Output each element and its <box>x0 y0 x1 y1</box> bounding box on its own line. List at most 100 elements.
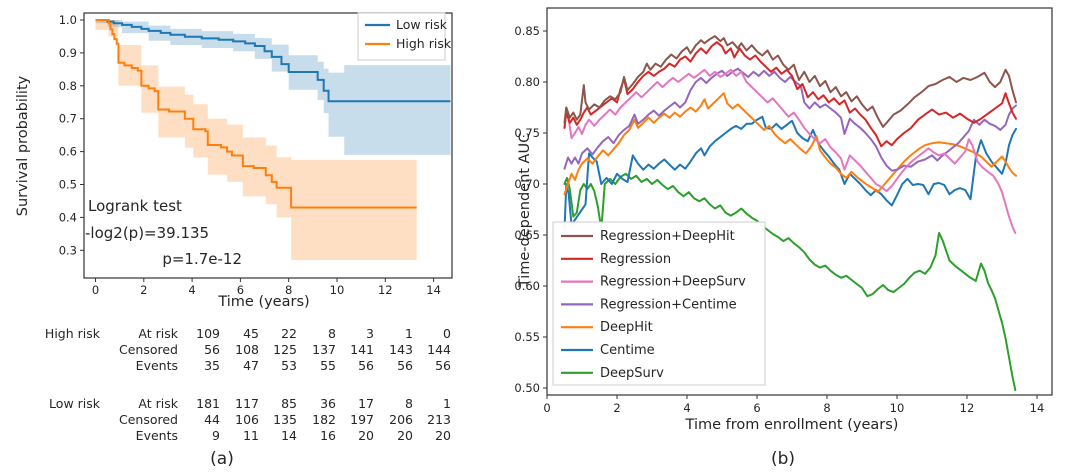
y-tick-label: 0.50 <box>514 381 540 395</box>
risk-row-label: Events <box>136 358 178 373</box>
ci-band-high-risk <box>95 20 417 261</box>
risk-count: 125 <box>273 342 297 357</box>
risk-row-label: Censored <box>119 342 178 357</box>
caption-a: (a) <box>210 449 234 469</box>
logrank-annotation-line3: p=1.7e-12 <box>162 250 242 268</box>
risk-count: 144 <box>427 342 451 357</box>
auc-xlabel: Time from enrollment (years) <box>685 417 899 433</box>
legend-label: Regression+DeepHit <box>600 229 735 244</box>
risk-count: 181 <box>196 396 220 411</box>
x-tick-label: 10 <box>330 283 345 297</box>
risk-count: 9 <box>212 428 220 443</box>
auc-curve-regression-deephit <box>563 35 1017 128</box>
ci-band-low-risk <box>95 20 451 155</box>
y-tick-label: 0.55 <box>514 330 540 344</box>
legend-label: Regression+Centime <box>600 297 737 312</box>
caption-b: (b) <box>771 449 795 469</box>
risk-group-label: High risk <box>45 326 101 341</box>
y-tick-label: 0.3 <box>59 243 77 257</box>
legend-frame <box>552 221 766 386</box>
risk-count: 1 <box>443 396 451 411</box>
legend-label: High risk <box>396 36 452 51</box>
auc-curves <box>563 35 1017 391</box>
risk-count: 109 <box>196 326 220 341</box>
logrank-annotation-line1: Logrank test <box>88 197 182 215</box>
x-tick-label: 6 <box>237 283 244 297</box>
risk-count: 22 <box>281 326 297 341</box>
x-tick-label: 2 <box>140 283 147 297</box>
risk-count: 135 <box>273 412 297 427</box>
legend-frame <box>357 12 446 61</box>
legend-label: Regression <box>600 252 671 267</box>
risk-count: 106 <box>235 412 259 427</box>
legend-label: DeepHit <box>600 320 653 335</box>
logrank-annotation-line2: -log2(p)=39.135 <box>85 224 209 242</box>
y-tick-label: 0.80 <box>514 75 540 89</box>
risk-count: 55 <box>320 358 336 373</box>
risk-count: 3 <box>366 326 374 341</box>
y-tick-label: 0.7 <box>59 112 77 126</box>
risk-count: 206 <box>389 412 413 427</box>
auc-curve-regression-deepsurv <box>563 68 1017 234</box>
risk-count: 117 <box>235 396 259 411</box>
y-tick-label: 0.5 <box>59 178 77 192</box>
risk-count: 36 <box>320 396 336 411</box>
y-tick-label: 0.9 <box>59 46 77 60</box>
x-tick-label: 14 <box>426 283 441 297</box>
y-tick-label: 0.60 <box>514 279 540 293</box>
risk-count: 8 <box>405 396 413 411</box>
legend-label: DeepSurv <box>600 366 664 381</box>
risk-count: 182 <box>312 412 336 427</box>
risk-count: 20 <box>358 428 374 443</box>
km-curve-high-risk <box>95 19 417 209</box>
risk-row-label: Censored <box>119 412 178 427</box>
x-tick-label: 12 <box>960 401 975 415</box>
risk-count: 197 <box>350 412 374 427</box>
x-tick-label: 12 <box>378 283 393 297</box>
risk-count: 143 <box>389 342 413 357</box>
auc-curve-deepsurv <box>563 172 1017 391</box>
x-tick-label: 6 <box>753 401 760 415</box>
risk-count: 53 <box>281 358 297 373</box>
risk-count: 47 <box>243 358 259 373</box>
km-ylabel: Survival probability <box>15 75 31 216</box>
y-tick-label: 0.65 <box>514 228 540 242</box>
risk-count: 35 <box>204 358 220 373</box>
x-tick-label: 2 <box>613 401 620 415</box>
y-tick-label: 0.4 <box>59 210 77 224</box>
plot-border <box>83 12 453 279</box>
y-tick-label: 0.6 <box>59 145 77 159</box>
x-tick-label: 10 <box>890 401 905 415</box>
auc-curve-centime <box>563 115 1017 231</box>
risk-count: 11 <box>243 428 259 443</box>
plot-border <box>546 7 1053 396</box>
x-tick-label: 14 <box>1030 401 1045 415</box>
km-curve-low-risk <box>95 19 451 103</box>
risk-count: 56 <box>204 342 220 357</box>
risk-count: 16 <box>320 428 336 443</box>
risk-count: 14 <box>281 428 297 443</box>
risk-count: 20 <box>435 428 451 443</box>
x-tick-label: 8 <box>823 401 830 415</box>
risk-row-label: Events <box>136 428 178 443</box>
legend-label: Regression+DeepSurv <box>600 275 746 290</box>
risk-count: 56 <box>435 358 451 373</box>
risk-count: 137 <box>312 342 336 357</box>
y-tick-label: 0.70 <box>514 177 540 191</box>
risk-count: 20 <box>397 428 413 443</box>
risk-count: 8 <box>328 326 336 341</box>
risk-count: 56 <box>397 358 413 373</box>
risk-count: 0 <box>443 326 451 341</box>
x-tick-label: 4 <box>683 401 690 415</box>
risk-count: 213 <box>427 412 451 427</box>
auc-curve-deephit <box>563 92 1017 196</box>
x-tick-label: 0 <box>543 401 550 415</box>
risk-count: 56 <box>358 358 374 373</box>
risk-count: 141 <box>350 342 374 357</box>
x-tick-label: 4 <box>188 283 195 297</box>
y-tick-label: 0.75 <box>514 126 540 140</box>
x-tick-label: 0 <box>92 283 99 297</box>
y-tick-label: 1.0 <box>59 13 77 27</box>
